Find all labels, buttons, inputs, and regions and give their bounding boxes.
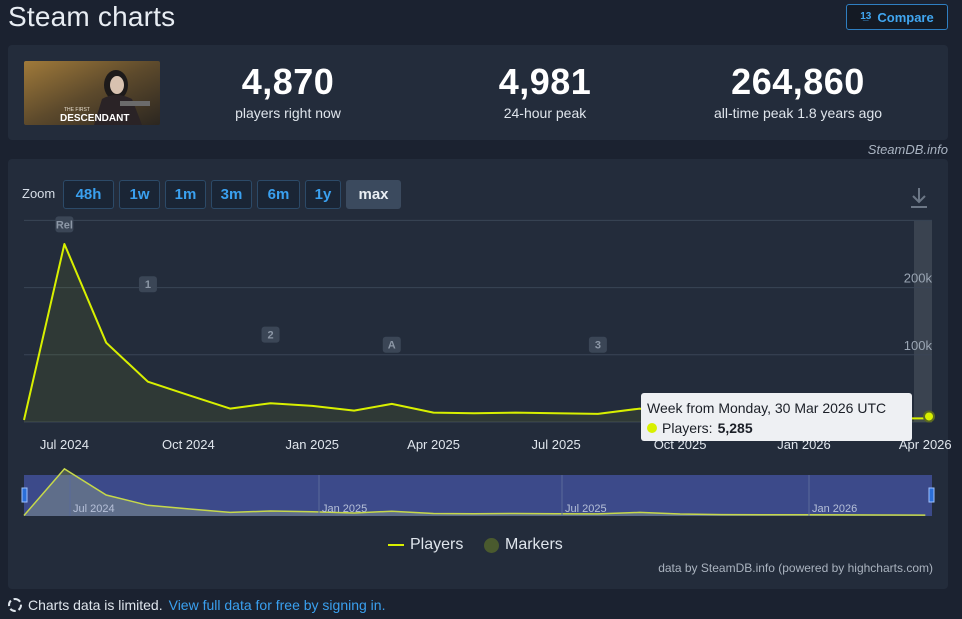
download-icon[interactable] [908,186,930,210]
tooltip-title: Week from Monday, 30 Mar 2026 UTC [647,400,887,416]
peak-24h-stat: 4,981 24-hour peak [470,61,620,122]
legend-marker-icon [484,537,499,553]
zoom-48h-button[interactable]: 48h [63,180,114,209]
current-players-value: 4,870 [241,61,335,102]
sign-in-link[interactable]: View full data for free by signing in. [168,597,386,613]
compare-button[interactable]: 1̲3 Compare [846,4,948,30]
zoom-max-button[interactable]: max [346,180,401,209]
zoom-1y-button[interactable]: 1y [305,180,341,209]
legend-players[interactable]: Players [388,536,463,554]
peak-24h-label: 24-hour peak [503,105,587,121]
svg-text:THE FIRST: THE FIRST [64,107,90,113]
compare-icon: 1̲3 [860,11,872,22]
tooltip-value: 5,285 [717,420,753,436]
zoom-3m-button[interactable]: 3m [211,180,252,209]
all-time-peak-value: 264,860 [731,61,865,102]
legend-line-icon [388,544,404,546]
zoom-1m-button[interactable]: 1m [165,180,206,209]
stats-panel: THE FIRST DESCENDANT 4,870 players right… [8,45,948,140]
chart-credit[interactable]: data by SteamDB.info (powered by highcha… [658,561,933,575]
steamdb-link[interactable]: SteamDB.info [867,142,948,157]
tooltip-series-name: Players: [662,420,713,436]
current-players-label: players right now [235,105,341,121]
tooltip-series-dot [647,423,657,433]
footer-notice: Charts data is limited. View full data f… [8,597,385,613]
chart-tooltip: Week from Monday, 30 Mar 2026 UTC Player… [641,393,912,441]
legend-markers-label: Markers [505,536,563,553]
footer-text: Charts data is limited. [28,597,163,613]
page-title: Steam charts [8,1,176,32]
loading-icon [8,598,22,612]
current-players-stat: 4,870 players right now [213,61,363,122]
zoom-1w-button[interactable]: 1w [119,180,160,209]
legend-players-label: Players [410,536,464,553]
chart-panel [8,159,948,589]
zoom-6m-button[interactable]: 6m [257,180,300,209]
all-time-peak-stat: 264,860 all-time peak 1.8 years ago [693,61,903,122]
zoom-label: Zoom [22,186,56,201]
all-time-peak-label: all-time peak 1.8 years ago [713,105,883,121]
game-cover-image[interactable]: THE FIRST DESCENDANT [24,61,160,125]
svg-text:DESCENDANT: DESCENDANT [60,113,129,124]
legend-markers[interactable]: Markers [484,536,563,554]
compare-label: Compare [877,9,934,25]
peak-24h-value: 4,981 [498,61,592,102]
